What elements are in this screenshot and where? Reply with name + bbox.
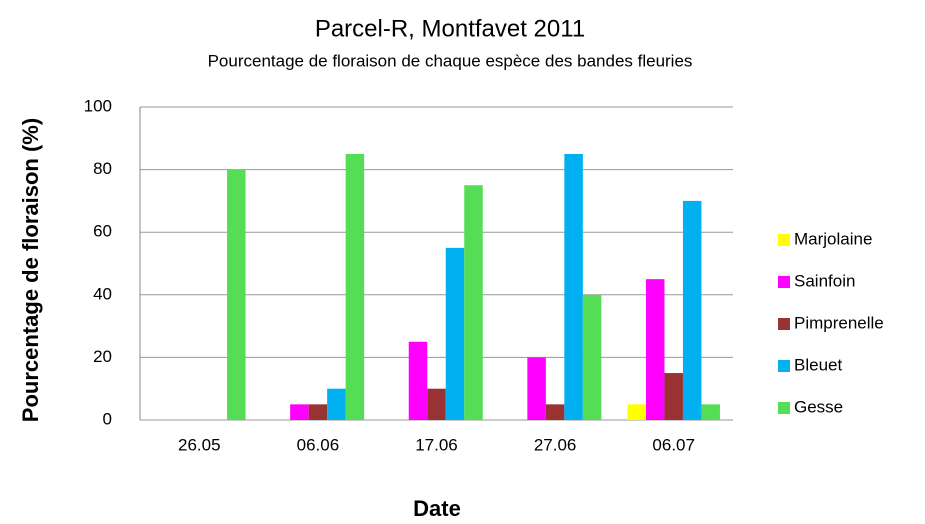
bar	[427, 388, 446, 420]
x-tick-label: 26.05	[178, 435, 221, 454]
x-tick-label: 06.06	[297, 435, 340, 454]
bar	[227, 169, 246, 420]
bar	[345, 153, 365, 420]
legend-swatch	[778, 276, 790, 288]
legend-label: Gesse	[794, 397, 843, 416]
y-tick-label: 0	[103, 409, 112, 428]
bar	[701, 404, 720, 420]
bar	[408, 341, 428, 420]
chart-subtitle: Pourcentage de floraison de chaque espèc…	[208, 51, 693, 70]
bar	[290, 404, 309, 420]
y-tick-label: 60	[93, 222, 112, 241]
bar	[327, 388, 346, 420]
x-tick-label: 17.06	[415, 435, 458, 454]
legend-swatch	[778, 318, 790, 330]
legend-label: Pimprenelle	[794, 313, 884, 332]
x-tick-label: 06.07	[652, 435, 695, 454]
bar	[645, 279, 665, 420]
legend-swatch	[778, 234, 790, 246]
x-tick-label: 27.06	[534, 435, 577, 454]
y-tick-label: 40	[93, 284, 112, 303]
y-tick-label: 20	[93, 347, 112, 366]
bar	[527, 357, 546, 420]
bar	[682, 200, 702, 420]
bar	[445, 247, 465, 420]
legend-label: Marjolaine	[794, 229, 872, 248]
bar	[564, 153, 583, 420]
bar	[545, 404, 565, 420]
legend-label: Sainfoin	[794, 271, 855, 290]
bar	[308, 404, 328, 420]
y-tick-label: 80	[93, 159, 112, 178]
y-tick-label: 100	[84, 96, 112, 115]
x-axis-label: Date	[413, 496, 461, 521]
legend-label: Bleuet	[794, 355, 842, 374]
legend-swatch	[778, 402, 790, 414]
y-axis-label: Pourcentage de floraison (%)	[18, 118, 43, 422]
bar	[582, 294, 602, 420]
legend-swatch	[778, 360, 790, 372]
chart-title: Parcel-R, Montfavet 2011	[315, 15, 585, 42]
bar	[464, 185, 483, 420]
bar	[627, 404, 646, 420]
bar	[664, 373, 683, 420]
